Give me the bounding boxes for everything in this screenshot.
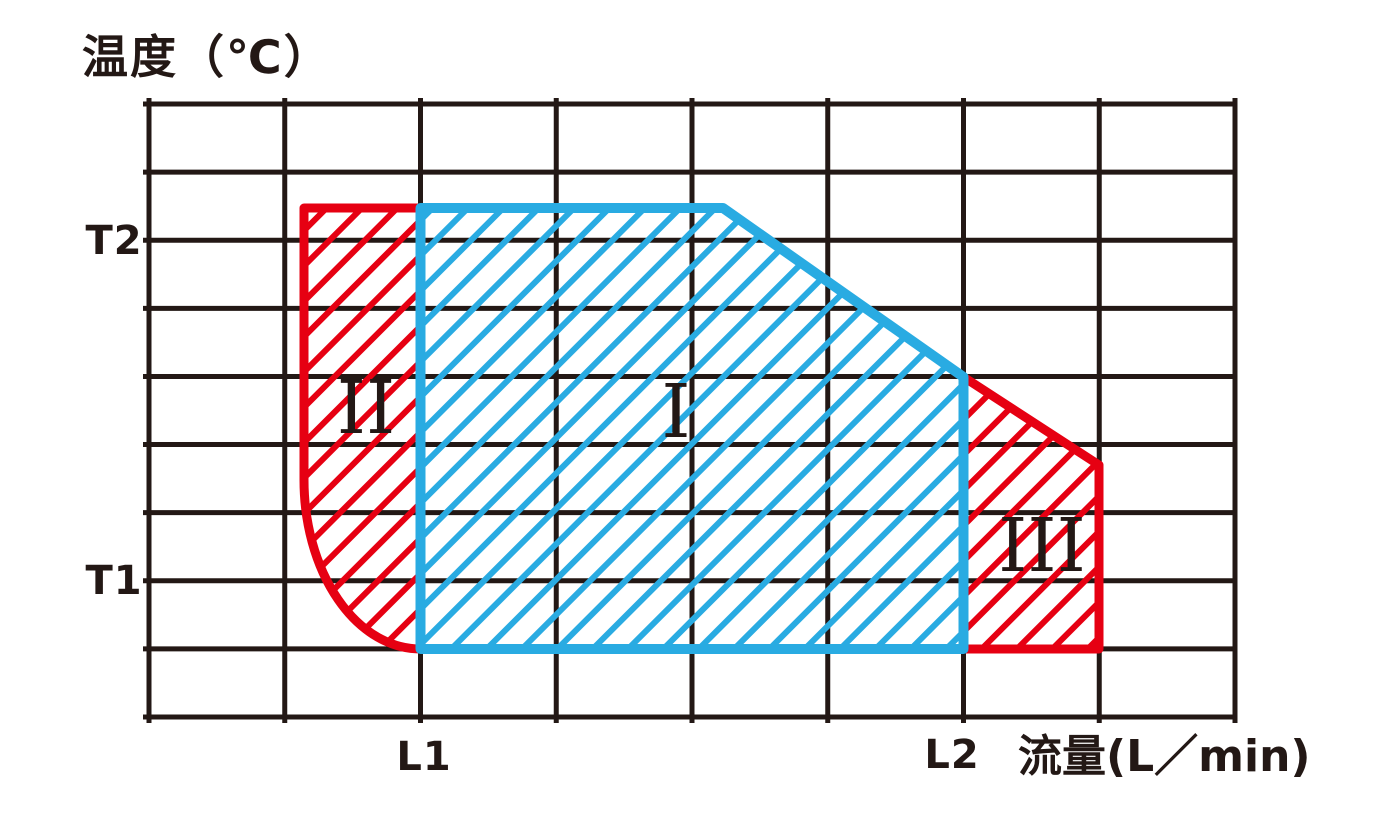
x-axis-title: 流量(L／min) [1018,731,1311,782]
region-II [299,203,425,654]
y-tick-t2: T2 [85,218,143,264]
x-tick-l2: L2 [924,732,980,778]
region-label-i: I [661,369,691,455]
y-tick-t1: T1 [85,558,143,604]
x-tick-l1: L1 [396,734,452,780]
region-label-ii: II [336,365,396,451]
region-label-iii: III [998,503,1086,589]
region-I [415,203,969,654]
y-axis-title: 温度（℃） [82,30,332,84]
